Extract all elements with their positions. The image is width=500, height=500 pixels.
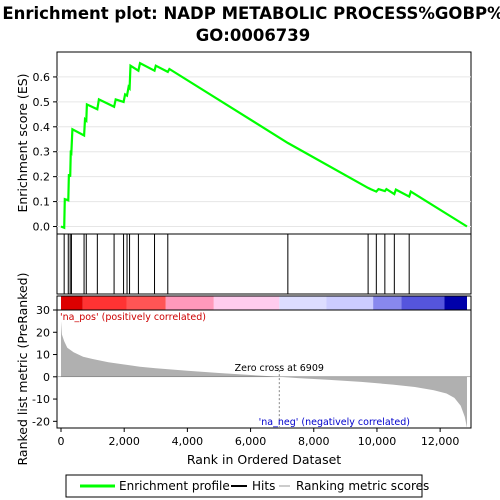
- rank-y-tick-label: -10: [32, 393, 50, 406]
- es-tick-label: 0.4: [33, 121, 51, 134]
- chart-title-line2: GO:0006739: [196, 26, 311, 45]
- heat-bar-segment: [126, 296, 166, 310]
- rank-x-tick-label: 4,000: [172, 435, 204, 448]
- heat-bar-segment: [165, 296, 214, 310]
- rank-x-tick-label: 10,000: [358, 435, 397, 448]
- es-tick-label: 0.1: [33, 196, 51, 209]
- heat-bar-segment: [61, 296, 83, 310]
- es-profile-line: [60, 61, 468, 230]
- chart-title-line1: Enrichment plot: NADP METABOLIC PROCESS%…: [2, 4, 500, 23]
- rank-y-tick-label: 10: [36, 349, 50, 362]
- es-panel: 0.0 0.1 0.2 0.3 0.4 0.5 0.6 Enrichment score (…: [15, 51, 472, 235]
- rank-x-tick-label: 12,000: [421, 435, 460, 448]
- ranking-heat-bar: [56, 295, 472, 311]
- hit-markers: [63, 234, 410, 294]
- legend-enrichment-label: Enrichment profile: [119, 479, 230, 493]
- rank-x-tick-label: 6,000: [235, 435, 267, 448]
- rank-y-ticks: 30 20 10 0 -10 -20: [32, 304, 57, 428]
- rank-y-tick-label: 0: [43, 371, 50, 384]
- legend: Enrichment profile Hits Ranking metric s…: [65, 474, 429, 498]
- rank-metric-fill: [61, 321, 467, 428]
- es-plot-area: [56, 51, 472, 235]
- rank-x-tick-label: 8,000: [298, 435, 330, 448]
- heat-bar-segment: [444, 296, 467, 310]
- rank-x-tick-label: 0: [58, 435, 65, 448]
- es-profile-layer: [60, 61, 468, 230]
- legend-hits-label: Hits: [252, 479, 275, 493]
- es-tick-label: 0.2: [33, 171, 51, 184]
- rank-metric-area: [57, 321, 471, 428]
- heat-bar-segment: [326, 296, 374, 310]
- zero-cross-label: Zero cross at 6909: [235, 363, 324, 374]
- es-y-axis-label: Enrichment score (ES): [15, 73, 30, 212]
- heat-bar-segment: [373, 296, 402, 310]
- es-tick-label: 0.5: [33, 96, 51, 109]
- positive-correlation-label: 'na_pos' (positively correlated): [60, 312, 206, 323]
- rank-panel: 30 20 10 0 -10 -20 0 2,000 4,000 6,000 8,000 10,00…: [15, 273, 472, 467]
- rank-x-tick-label: 2,000: [108, 435, 140, 448]
- legend-ranking-label: Ranking metric scores: [296, 479, 429, 493]
- heat-bar-segment: [213, 296, 280, 310]
- hits-area: [56, 233, 472, 295]
- es-tick-label: 0.0: [33, 221, 51, 234]
- heat-bar-segment: [401, 296, 445, 310]
- rank-x-axis-label: Rank in Ordered Dataset: [187, 452, 341, 467]
- rank-y-tick-label: -20: [32, 415, 50, 428]
- es-tick-label: 0.6: [33, 71, 51, 84]
- hits-panel: [56, 233, 472, 295]
- rank-x-ticks: 0 2,000 4,000 6,000 8,000 10,000 12,000: [58, 428, 460, 448]
- negative-correlation-label: 'na_neg' (negatively correlated): [259, 417, 410, 428]
- heat-bar-segment: [82, 296, 127, 310]
- heat-bar-segment: [279, 296, 327, 310]
- rank-y-tick-label: 30: [36, 304, 50, 317]
- es-y-ticks: 0.0 0.1 0.2 0.3 0.4 0.5 0.6: [33, 71, 57, 234]
- rank-y-axis-label: Ranked list metric (PreRanked): [15, 273, 30, 466]
- es-tick-label: 0.3: [33, 146, 51, 159]
- rank-y-tick-label: 20: [36, 326, 50, 339]
